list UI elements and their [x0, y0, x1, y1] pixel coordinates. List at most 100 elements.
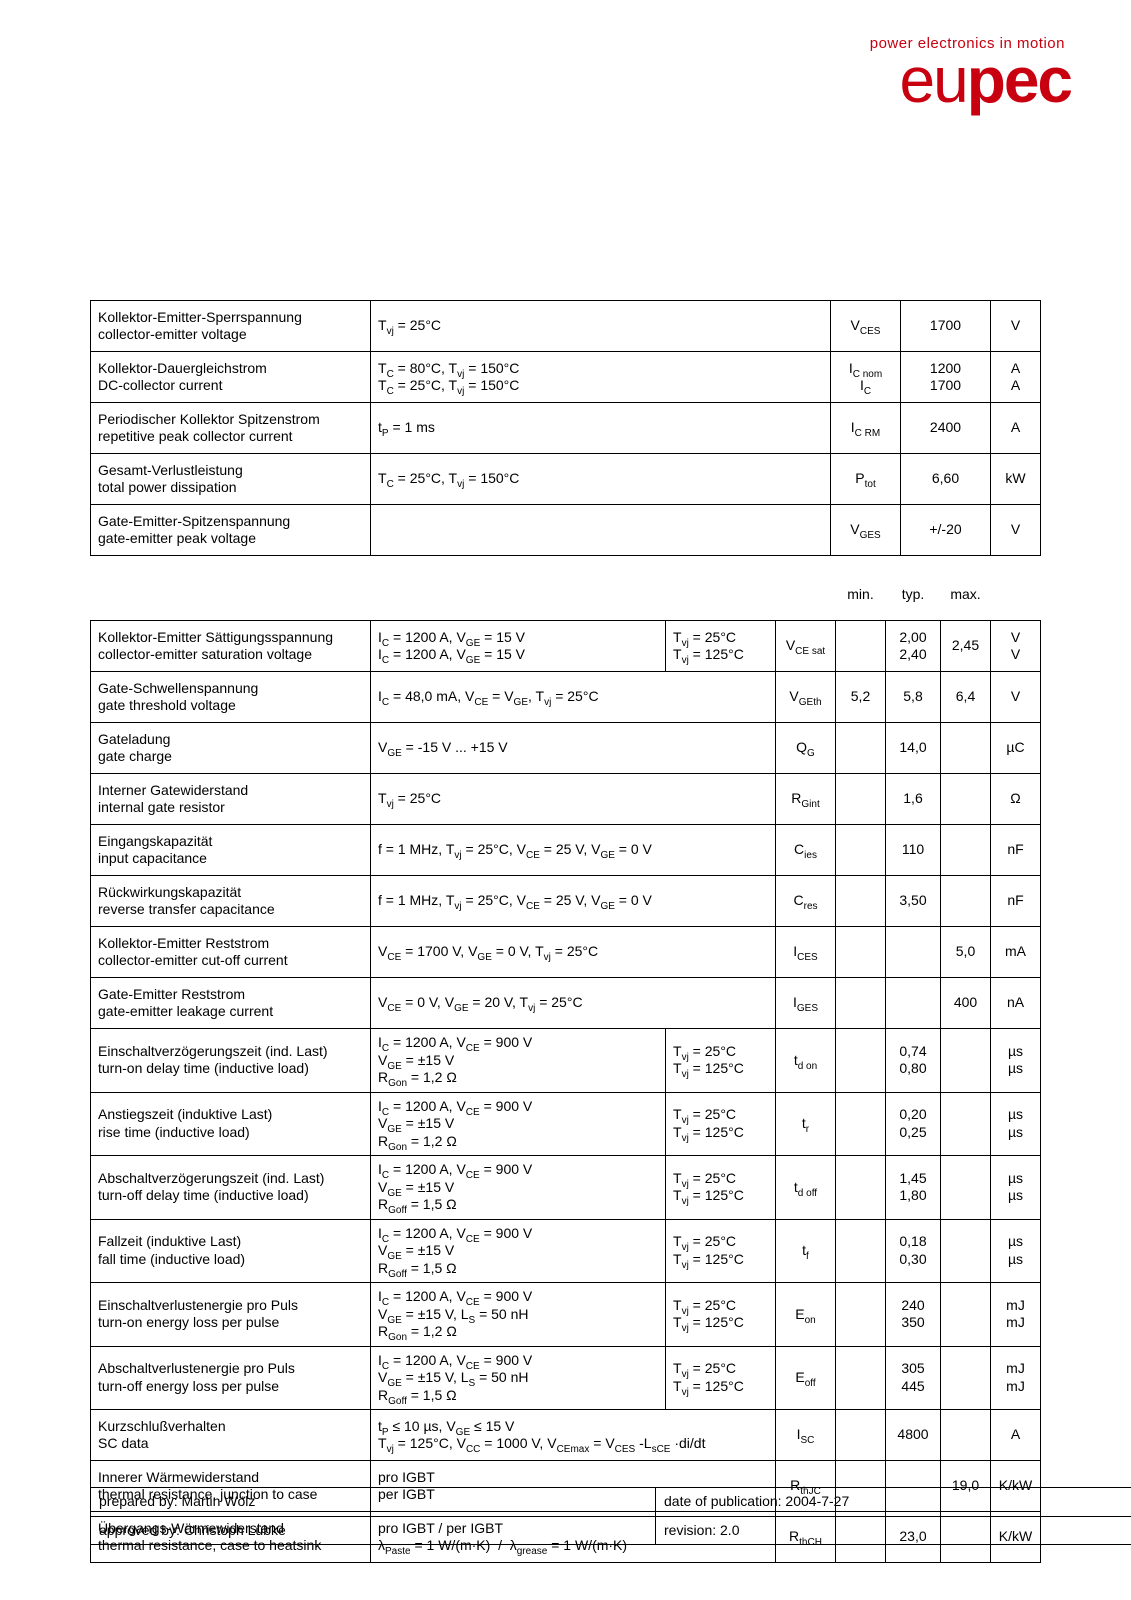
param-label: Einschaltverlustenergie pro Pulsturn-on … — [91, 1283, 371, 1347]
param-typ: 2,002,40 — [886, 621, 941, 672]
param-min — [836, 1092, 886, 1156]
param-unit: mJmJ — [991, 1283, 1041, 1347]
param-typ: 1,6 — [886, 774, 941, 825]
param-symbol: ISC — [776, 1410, 836, 1461]
param-symbol: Eon — [776, 1283, 836, 1347]
param-min — [836, 1029, 886, 1093]
param-symbol: VGES — [831, 505, 901, 556]
param-unit: nF — [991, 825, 1041, 876]
table-row: Rückwirkungskapazitätreverse transfer ca… — [91, 876, 1041, 927]
param-cond: IC = 1200 A, VCE = 900 VVGE = ±15 VRGoff… — [371, 1156, 666, 1220]
param-label: Kollektor-DauergleichstromDC-collector c… — [91, 352, 371, 403]
param-max — [941, 1346, 991, 1410]
param-unit: mJmJ — [991, 1346, 1041, 1410]
param-symbol: RGint — [776, 774, 836, 825]
param-max — [941, 1029, 991, 1093]
param-typ: 110 — [886, 825, 941, 876]
col-max: max. — [941, 570, 991, 621]
param-unit: Ω — [991, 774, 1041, 825]
param-typ — [886, 978, 941, 1029]
brand-wordmark: eupec — [870, 52, 1071, 110]
brand-logo: power electronics in motion eupec — [870, 35, 1071, 110]
table-row: Kollektor-Emitter-Sperrspannungcollector… — [91, 301, 1041, 352]
param-min — [836, 1346, 886, 1410]
param-label: Abschaltverlustenergie pro Pulsturn-off … — [91, 1346, 371, 1410]
param-symbol: QG — [776, 723, 836, 774]
param-min — [836, 1410, 886, 1461]
table-row: Gate-Emitter-Spitzenspannunggate-emitter… — [91, 505, 1041, 556]
param-cond2: Tvj = 25°CTvj = 125°C — [666, 1219, 776, 1283]
param-symbol: tr — [776, 1092, 836, 1156]
param-typ: 1,451,80 — [886, 1156, 941, 1220]
param-typ: 0,180,30 — [886, 1219, 941, 1283]
param-max — [941, 825, 991, 876]
table-header-row: min. typ. max. — [91, 570, 1041, 621]
param-value: +/-20 — [901, 505, 991, 556]
param-symbol: IC nomIC — [831, 352, 901, 403]
param-cond: tP ≤ 10 µs, VGE ≤ 15 VTvj = 125°C, VCC =… — [371, 1410, 776, 1461]
col-typ: typ. — [886, 570, 941, 621]
param-cond2: Tvj = 25°CTvj = 125°C — [666, 1092, 776, 1156]
table-row: KurzschlußverhaltenSC datatP ≤ 10 µs, VG… — [91, 1410, 1041, 1461]
table-row: Abschaltverlustenergie pro Pulsturn-off … — [91, 1346, 1041, 1410]
param-symbol: VGEth — [776, 672, 836, 723]
param-label: Gate-Emitter Reststromgate-emitter leaka… — [91, 978, 371, 1029]
param-cond: Tvj = 25°C — [371, 774, 776, 825]
param-typ: 5,8 — [886, 672, 941, 723]
meta-right: revision: 2.0 — [656, 1516, 1131, 1545]
param-unit: µsµs — [991, 1156, 1041, 1220]
param-symbol: Eoff — [776, 1346, 836, 1410]
param-label: Fallzeit (induktive Last)fall time (indu… — [91, 1219, 371, 1283]
param-min — [836, 978, 886, 1029]
param-cond: IC = 48,0 mA, VCE = VGE, Tvj = 25°C — [371, 672, 776, 723]
param-unit: A — [991, 1410, 1041, 1461]
param-typ: 3,50 — [886, 876, 941, 927]
param-cond: IC = 1200 A, VCE = 900 VVGE = ±15 VRGoff… — [371, 1219, 666, 1283]
param-unit: mA — [991, 927, 1041, 978]
param-typ: 240350 — [886, 1283, 941, 1347]
param-typ: 14,0 — [886, 723, 941, 774]
param-label: Anstiegszeit (induktive Last)rise time (… — [91, 1092, 371, 1156]
table-row: Gesamt-Verlustleistungtotal power dissip… — [91, 454, 1041, 505]
param-cond2: Tvj = 25°CTvj = 125°C — [666, 1346, 776, 1410]
param-label: Gateladunggate charge — [91, 723, 371, 774]
param-min — [836, 1219, 886, 1283]
param-cond: IC = 1200 A, VCE = 900 VVGE = ±15 V, LS … — [371, 1283, 666, 1347]
param-unit: nF — [991, 876, 1041, 927]
param-unit: µsµs — [991, 1092, 1041, 1156]
param-cond: Tvj = 25°C — [371, 301, 831, 352]
param-cond: VGE = -15 V ... +15 V — [371, 723, 776, 774]
col-min: min. — [836, 570, 886, 621]
param-min — [836, 927, 886, 978]
param-max — [941, 1410, 991, 1461]
table-row: Eingangskapazitätinput capacitancef = 1 … — [91, 825, 1041, 876]
meta-right: date of publication: 2004-7-27 — [656, 1488, 1131, 1517]
param-min — [836, 723, 886, 774]
param-unit: V — [991, 505, 1041, 556]
param-label: Gesamt-Verlustleistungtotal power dissip… — [91, 454, 371, 505]
param-unit: AA — [991, 352, 1041, 403]
param-max — [941, 1283, 991, 1347]
param-typ: 0,740,80 — [886, 1029, 941, 1093]
table-row: Gateladunggate chargeVGE = -15 V ... +15… — [91, 723, 1041, 774]
param-value: 12001700 — [901, 352, 991, 403]
param-unit: VV — [991, 621, 1041, 672]
param-max: 2,45 — [941, 621, 991, 672]
param-cond: IC = 1200 A, VCE = 900 VVGE = ±15 VRGon … — [371, 1029, 666, 1093]
table-row: Einschaltverlustenergie pro Pulsturn-on … — [91, 1283, 1041, 1347]
param-label: Eingangskapazitätinput capacitance — [91, 825, 371, 876]
param-cond: f = 1 MHz, Tvj = 25°C, VCE = 25 V, VGE =… — [371, 876, 776, 927]
brand-wordmark-prefix: eu — [900, 44, 967, 116]
param-unit: µsµs — [991, 1029, 1041, 1093]
param-min: 5,2 — [836, 672, 886, 723]
param-cond: IC = 1200 A, VCE = 900 VVGE = ±15 VRGon … — [371, 1092, 666, 1156]
table-row: approved by: Christoph Lübkerevision: 2.… — [91, 1516, 1131, 1545]
param-cond: tP = 1 ms — [371, 403, 831, 454]
param-label: Kollektor-Emitter Sättigungsspannungcoll… — [91, 621, 371, 672]
param-label: Abschaltverzögerungszeit (ind. Last)turn… — [91, 1156, 371, 1220]
table-row: Kollektor-Emitter Reststromcollector-emi… — [91, 927, 1041, 978]
param-min — [836, 621, 886, 672]
param-label: Kollektor-Emitter Reststromcollector-emi… — [91, 927, 371, 978]
param-symbol: IC RM — [831, 403, 901, 454]
brand-wordmark-bold: pec — [967, 44, 1071, 116]
